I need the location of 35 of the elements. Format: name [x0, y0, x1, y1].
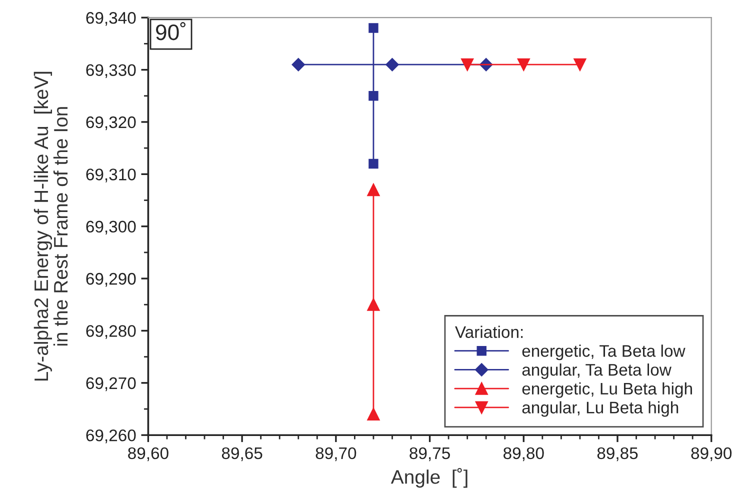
x-tick-label: 89,85: [597, 447, 638, 462]
x-tick-label: 89,90: [691, 447, 732, 462]
legend-label: energetic, Lu Beta high: [522, 382, 692, 398]
point: [517, 58, 530, 71]
annotation: 90˚: [156, 22, 186, 40]
y-tick-label: 69,310: [86, 168, 136, 182]
point: [368, 91, 378, 101]
legend-title: Variation:: [455, 326, 523, 338]
point: [292, 58, 305, 72]
x-tick-label: 89,60: [128, 447, 168, 462]
y-tick-label: 69,260: [86, 429, 136, 444]
y-tick-label: 69,270: [86, 377, 136, 392]
legend-label: angular, Ta Beta low: [522, 363, 672, 380]
legend-label: energetic, Ta Beta low: [522, 344, 686, 360]
y-tick-label: 69,290: [86, 272, 136, 287]
y-tick-label: 69,330: [86, 64, 136, 78]
point: [368, 158, 378, 169]
x-tick-label: 89,70: [316, 447, 356, 462]
y-tick-label: 69,340: [86, 12, 136, 26]
point: [386, 58, 399, 72]
x-tick-label: 89,75: [410, 447, 450, 462]
point: [367, 184, 380, 196]
x-axis-title: Angle [˚]: [390, 468, 468, 488]
point: [368, 23, 378, 33]
y-axis-title: Ly-alpha2 Energy of H-like Au [keV] in the Rest Frame of the Ion: [34, 72, 68, 381]
y-tick-label: 69,320: [86, 116, 136, 130]
y-tick-label: 69,300: [86, 220, 136, 235]
point: [367, 408, 380, 420]
point: [367, 298, 380, 311]
point: [574, 58, 586, 71]
x-tick-label: 89,65: [222, 447, 262, 462]
y-tick-label: 69,280: [86, 325, 136, 339]
x-tick-label: 89,80: [504, 447, 544, 462]
point: [461, 58, 474, 71]
legend-label: angular, Lu Beta high: [522, 401, 678, 417]
